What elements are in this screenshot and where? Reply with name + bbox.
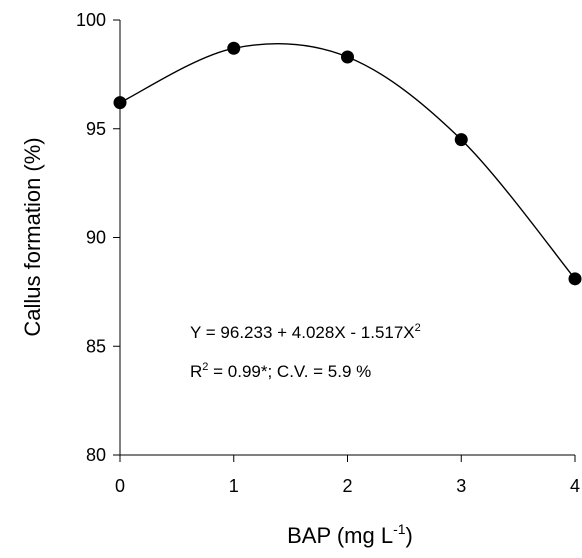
annotation-equation: Y = 96.233 + 4.028X - 1.517X2 xyxy=(190,322,421,342)
fit-curve xyxy=(119,42,576,280)
data-point xyxy=(227,41,241,55)
y-tick-label: 85 xyxy=(86,336,106,356)
x-tick-label: 0 xyxy=(115,476,125,496)
data-point xyxy=(568,272,582,286)
x-tick-label: 4 xyxy=(570,476,580,496)
y-axis-label: Callus formation (%) xyxy=(20,137,45,336)
annotation-r2: R2 = 0.99*; C.V. = 5.9 % xyxy=(190,361,371,381)
x-tick-label: 2 xyxy=(342,476,352,496)
x-tick-label: 1 xyxy=(229,476,239,496)
y-tick-label: 80 xyxy=(86,445,106,465)
x-axis-label: BAP (mg L-1) xyxy=(287,521,413,548)
y-tick-label: 90 xyxy=(86,228,106,248)
y-tick-label: 100 xyxy=(76,10,106,30)
y-ticks: 80 85 90 95 100 xyxy=(76,10,120,465)
data-point xyxy=(454,133,468,147)
x-tick-label: 3 xyxy=(456,476,466,496)
y-tick-label: 95 xyxy=(86,119,106,139)
data-point xyxy=(113,96,127,110)
data-points xyxy=(113,41,582,286)
data-point xyxy=(341,50,354,64)
x-ticks: 0 1 2 3 4 xyxy=(115,455,580,496)
